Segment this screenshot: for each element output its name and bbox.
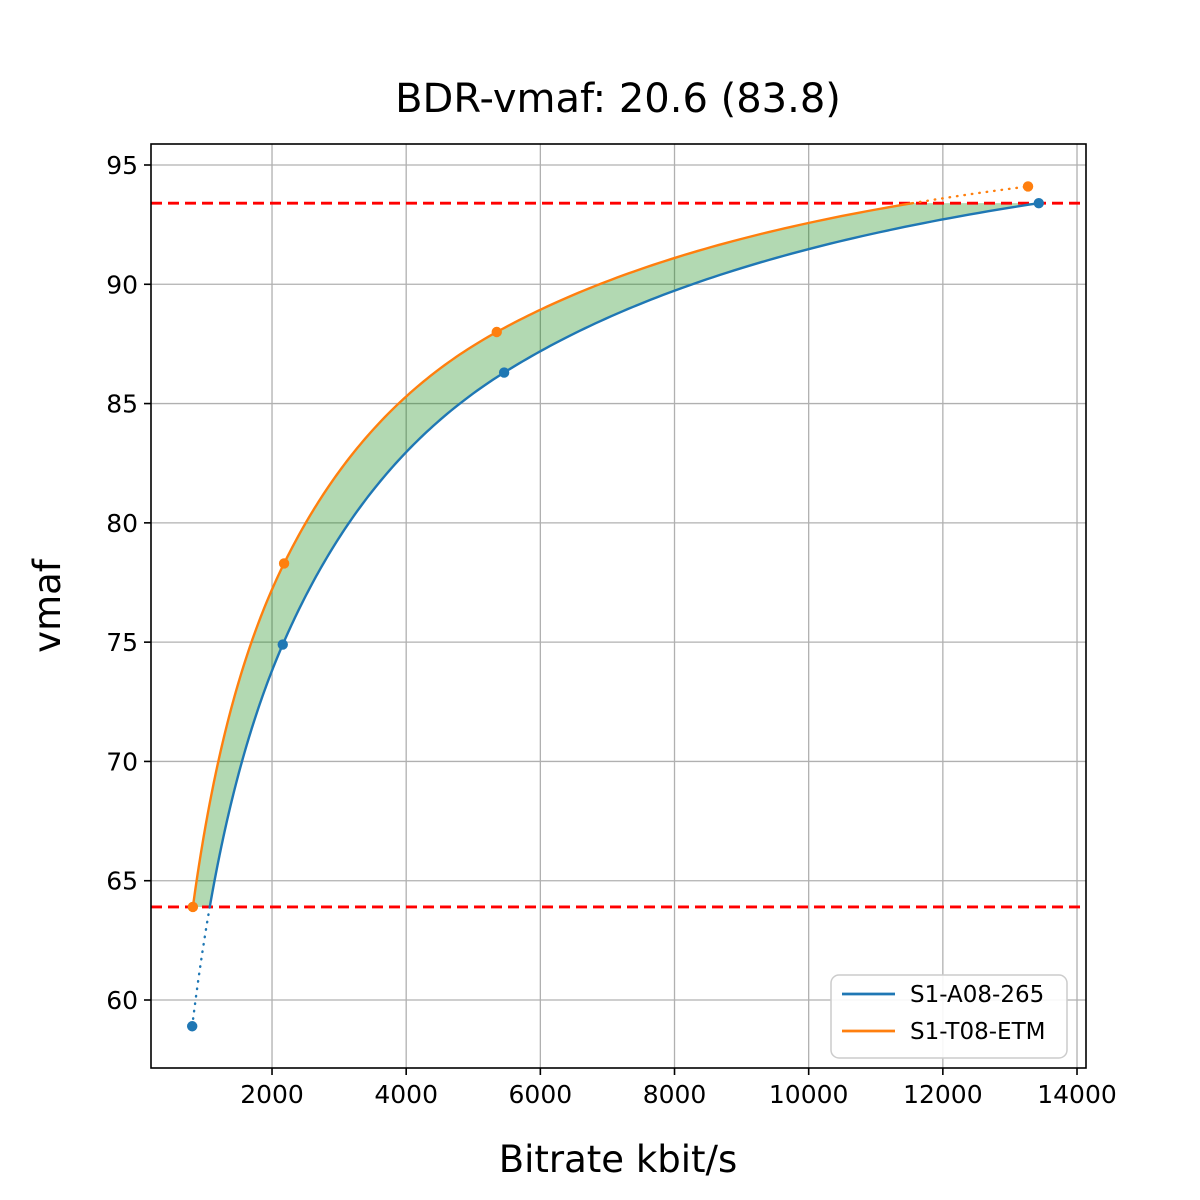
y-axis-label: vmaf (26, 558, 69, 653)
markers-layer (186, 181, 1044, 1032)
legend: S1-A08-265 S1-T08-ETM (830, 974, 1068, 1059)
y-tick-label: 60 (106, 986, 138, 1015)
ticks-layer: 2000 4000 6000 8000 10000 12000 14000 60 65 70 75 8… (106, 151, 1117, 1109)
overlap-lines-layer (151, 201, 1086, 909)
y-tick-label: 65 (106, 867, 138, 896)
x-tick-label: 10000 (769, 1080, 849, 1109)
y-tick-label: 75 (106, 628, 138, 657)
curves-layer (190, 185, 1039, 1028)
y-tick-label: 70 (106, 747, 138, 776)
x-tick-label: 2000 (240, 1080, 304, 1109)
y-tick-label: 90 (106, 270, 138, 299)
data-point-series-2 (187, 901, 199, 913)
series-2-curve-dotted (911, 185, 1030, 205)
series-1-curve-dotted (190, 905, 211, 1028)
series-1-curve (208, 201, 1039, 908)
series-2-curve (191, 201, 913, 908)
legend-entry-label: S1-T08-ETM (910, 1019, 1045, 1045)
bd-fill-layer (192, 203, 1039, 907)
axes-frame-layer (150, 143, 1087, 1069)
x-tick-label: 6000 (509, 1080, 573, 1109)
x-tick-label: 8000 (643, 1080, 707, 1109)
x-tick-label: 4000 (374, 1080, 438, 1109)
x-tick-label: 14000 (1037, 1080, 1117, 1109)
data-point-series-1 (498, 367, 510, 378)
chart-title: BDR-vmaf: 20.6 (83.8) (395, 76, 841, 122)
data-point-series-1 (277, 639, 288, 650)
y-tick-label: 80 (106, 509, 138, 538)
data-point-series-2 (491, 326, 502, 338)
legend-box (830, 974, 1068, 1059)
data-point-series-2 (278, 558, 290, 569)
plot-border (150, 143, 1087, 1069)
data-point-series-1 (1033, 197, 1044, 209)
y-tick-label: 95 (106, 151, 138, 180)
data-point-series-1 (186, 1021, 198, 1032)
legend-entry-label: S1-A08-265 (910, 982, 1044, 1008)
data-point-series-2 (1022, 181, 1034, 192)
x-axis-label: Bitrate kbit/s (499, 1138, 738, 1181)
bd-fill-area (192, 203, 1039, 907)
y-tick-label: 85 (106, 390, 138, 419)
x-tick-label: 12000 (903, 1080, 983, 1109)
